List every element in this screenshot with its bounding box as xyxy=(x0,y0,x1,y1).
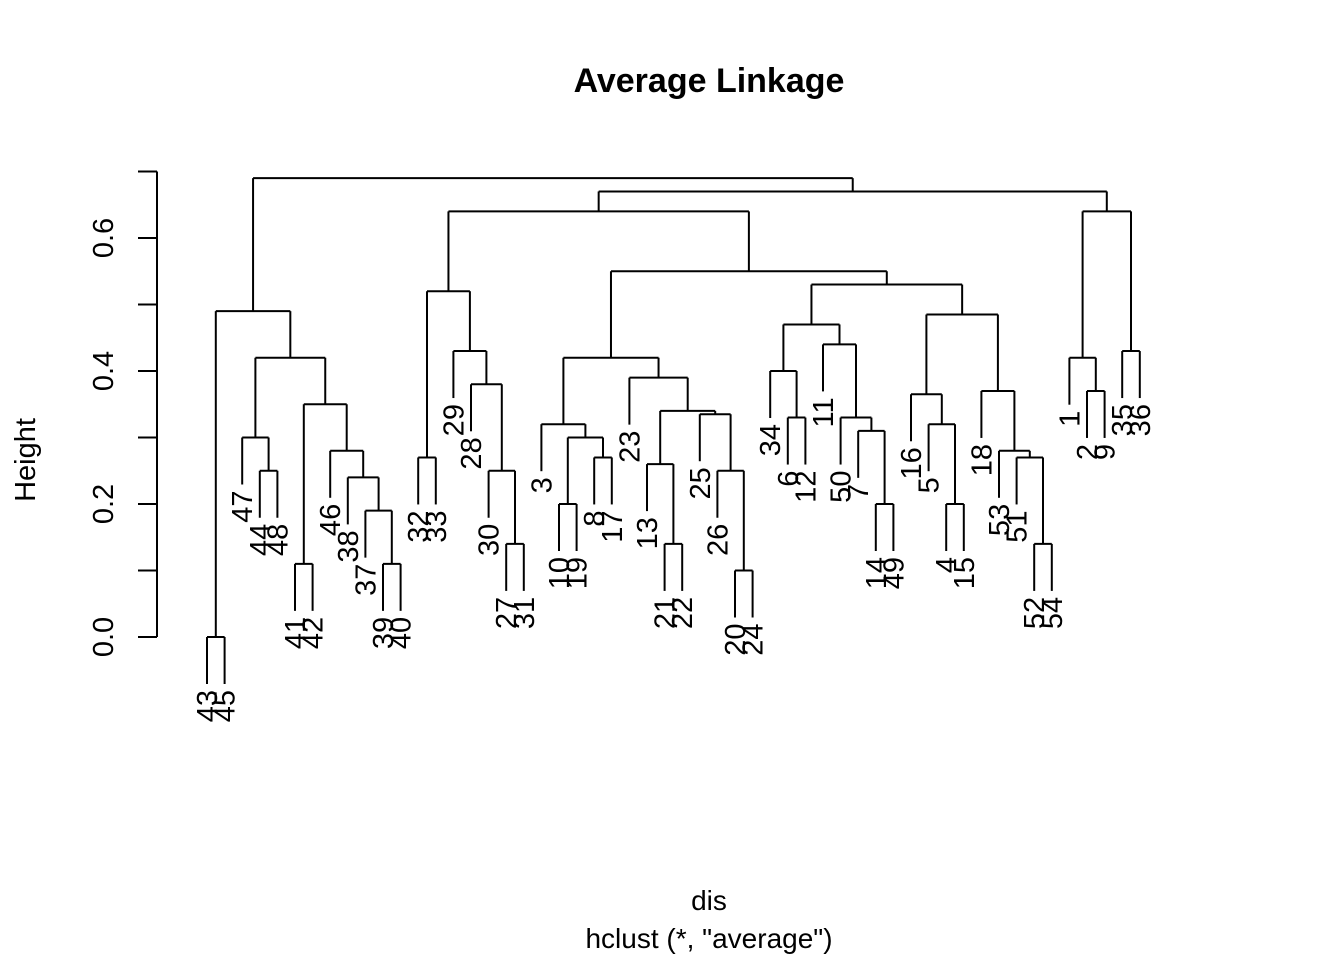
leaf-label: 11 xyxy=(808,397,840,427)
leaf-label: 46 xyxy=(315,504,347,536)
y-axis-label: Height xyxy=(10,418,42,502)
leaf-label: 29 xyxy=(438,404,470,436)
leaf-label: 45 xyxy=(210,690,242,722)
leaf-label: 48 xyxy=(262,524,294,556)
leaf-label: 4 xyxy=(931,557,963,573)
y-tick-label: 0.4 xyxy=(88,351,120,391)
leaf-label: 54 xyxy=(1037,597,1069,629)
leaf-label: 39 xyxy=(368,617,400,649)
y-tick-label: 0.2 xyxy=(88,484,120,524)
leaf-label: 43 xyxy=(192,690,224,722)
leaf-label: 9 xyxy=(1090,444,1122,460)
leaf-label: 15 xyxy=(949,557,981,589)
leaf-label: 50 xyxy=(826,471,858,503)
leaf-label: 13 xyxy=(632,517,664,549)
leaf-label: 7 xyxy=(843,484,875,500)
leaf-label: 23 xyxy=(614,431,646,463)
leaf-label: 24 xyxy=(738,624,770,656)
leaf-label: 35 xyxy=(1107,404,1139,436)
leaf-label: 47 xyxy=(227,491,259,523)
leaf-label: 14 xyxy=(861,557,893,589)
leaf-label: 51 xyxy=(1002,510,1034,542)
method-sublabel: hclust (*, "average") xyxy=(585,923,832,954)
leaf-label: 38 xyxy=(333,530,365,562)
leaf-label: 44 xyxy=(245,524,277,556)
leaf-label: 30 xyxy=(474,524,506,556)
leaf-label: 20 xyxy=(720,624,752,656)
leaf-label: 10 xyxy=(544,557,576,589)
chart-title: Average Linkage xyxy=(574,62,845,100)
leaf-label: 21 xyxy=(650,597,682,629)
leaf-label: 27 xyxy=(491,597,523,629)
leaf-label: 19 xyxy=(562,557,594,589)
leaf-label: 12 xyxy=(790,471,822,503)
leaf-label: 53 xyxy=(984,504,1016,536)
leaf-label: 8 xyxy=(579,510,611,526)
leaf-label: 49 xyxy=(878,557,910,589)
leaf-label: 36 xyxy=(1125,404,1157,436)
leaf-label: 40 xyxy=(386,617,418,649)
leaf-label: 31 xyxy=(509,597,541,629)
leaf-label: 3 xyxy=(526,477,558,493)
leaf-label: 18 xyxy=(966,444,998,476)
leaf-label: 32 xyxy=(403,510,435,542)
dendrogram-branches xyxy=(206,177,1141,684)
y-tick-label: 0.0 xyxy=(88,617,120,657)
x-axis-label: dis xyxy=(691,885,727,916)
leaf-label: 2 xyxy=(1072,444,1104,460)
leaf-label: 25 xyxy=(685,467,717,499)
leaf-label: 6 xyxy=(773,471,805,487)
y-axis: 0.0 0.2 0.4 0.6 xyxy=(88,170,158,657)
leaf-label: 41 xyxy=(280,617,312,649)
leaf-label: 17 xyxy=(597,510,629,542)
leaf-labels: 4345474448414246383739403233292830273131… xyxy=(192,397,1157,722)
leaf-label: 5 xyxy=(914,477,946,493)
leaf-label: 26 xyxy=(702,524,734,556)
leaf-label: 22 xyxy=(667,597,699,629)
leaf-label: 28 xyxy=(456,437,488,469)
leaf-label: 37 xyxy=(350,564,382,596)
leaf-label: 1 xyxy=(1054,411,1086,427)
leaf-label: 52 xyxy=(1019,597,1051,629)
leaf-label: 34 xyxy=(755,424,787,456)
leaf-label: 16 xyxy=(896,447,928,479)
leaf-label: 42 xyxy=(298,617,330,649)
y-tick-label: 0.6 xyxy=(88,218,120,258)
leaf-label: 33 xyxy=(421,510,453,542)
